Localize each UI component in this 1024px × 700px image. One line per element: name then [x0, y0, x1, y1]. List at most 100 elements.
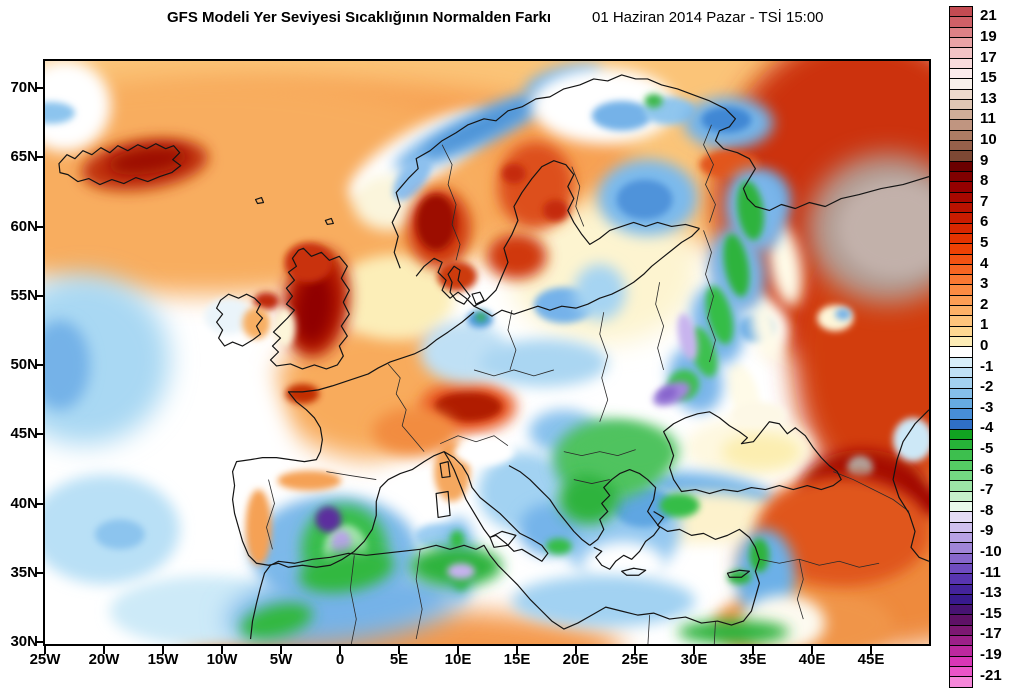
lon-tick-label: 0 — [335, 651, 345, 668]
lat-tick-label: 45N — [10, 425, 38, 443]
anomaly-blob — [331, 530, 352, 557]
lon-tick-label: 5W — [269, 651, 293, 668]
color-scale-tick-label: 8 — [980, 172, 989, 190]
lon-tick-mark — [44, 646, 46, 654]
color-scale-cell — [950, 419, 972, 430]
lon-tick-mark — [811, 646, 813, 654]
color-scale-cell — [950, 409, 972, 420]
color-scale-tick-label: -7 — [980, 481, 994, 499]
color-scale-cell — [950, 584, 972, 595]
color-scale-cell — [950, 440, 972, 451]
lon-tick-label: 45E — [857, 651, 885, 668]
lon-tick-label: 35E — [739, 651, 767, 668]
anomaly-blob — [372, 407, 457, 456]
anomaly-blob — [447, 563, 476, 580]
color-scale-cell — [950, 254, 972, 265]
color-scale-tick-label: -11 — [980, 563, 1001, 581]
lat-tick-mark — [35, 156, 43, 159]
lon-tick-label: 5E — [389, 651, 409, 668]
color-scale-tick-label: -13 — [980, 584, 1002, 602]
anomaly-blob — [487, 233, 547, 280]
color-scale-tick-label: 3 — [980, 275, 989, 293]
color-scale-cell — [950, 605, 972, 616]
lon-tick-label: 25W — [29, 651, 61, 668]
color-scale-cell — [950, 275, 972, 286]
color-scale-cell — [950, 677, 972, 687]
color-scale-cell — [950, 151, 972, 162]
anomaly-blob — [835, 308, 852, 321]
anomaly-blob — [454, 437, 514, 466]
color-scale-tick-label: -17 — [980, 625, 1002, 643]
color-scale-cell — [950, 481, 972, 492]
anomaly-blob — [701, 106, 752, 133]
map-plot — [43, 59, 931, 646]
color-scale-cell — [950, 295, 972, 307]
color-scale-cell — [950, 223, 972, 234]
color-scale-tick-label: 17 — [980, 48, 997, 66]
color-scale-cell — [950, 656, 972, 667]
anomaly-blob — [501, 163, 526, 184]
color-scale-cell — [950, 522, 972, 533]
color-scale-tick-label: -15 — [980, 604, 1002, 622]
lon-tick-label: 10E — [444, 651, 472, 668]
anomaly-blob — [588, 423, 679, 480]
anomaly-blob — [721, 433, 802, 470]
color-scale-tick-label: -21 — [980, 666, 1002, 684]
anomaly-blob — [545, 538, 572, 555]
color-scale-cell — [950, 264, 972, 276]
lon-tick-label: 20W — [88, 651, 120, 668]
lat-tick-mark — [35, 502, 43, 505]
anomaly-blob — [108, 146, 188, 175]
lon-tick-mark — [870, 646, 872, 654]
lon-tick-mark — [221, 646, 223, 654]
color-scale-cell — [950, 646, 972, 657]
color-scale-tick-label: 6 — [980, 213, 989, 231]
color-scale-cell — [950, 471, 972, 482]
color-scale-cell — [950, 502, 972, 513]
color-scale-cell — [950, 388, 972, 399]
lat-tick-mark — [35, 225, 43, 228]
color-scale-cell — [950, 213, 972, 224]
color-scale-cell — [950, 120, 972, 131]
color-scale-tick-label: -3 — [980, 398, 994, 416]
color-scale-cell — [950, 636, 972, 647]
color-scale-legend — [949, 6, 973, 688]
anomaly-blob — [294, 272, 334, 344]
color-scale-cell — [950, 512, 972, 523]
anomaly-blob — [94, 519, 145, 550]
color-scale-tick-label: -2 — [980, 378, 994, 396]
lat-tick-mark — [35, 433, 43, 436]
anomaly-blob — [434, 391, 502, 422]
anomaly-blob — [45, 101, 75, 124]
color-scale-cell — [950, 326, 972, 337]
lon-tick-label: 10W — [206, 651, 238, 668]
lon-tick-label: 40E — [798, 651, 826, 668]
color-scale-cell — [950, 89, 972, 100]
color-scale-tick-label: -5 — [980, 440, 994, 458]
color-scale-tick-label: -4 — [980, 419, 994, 437]
color-scale-tick-label: 5 — [980, 233, 989, 251]
color-scale-tick-label: -8 — [980, 501, 994, 519]
color-scale-cell — [950, 429, 972, 441]
color-scale-tick-label: 15 — [980, 69, 997, 87]
color-scale-tick-label: 13 — [980, 89, 997, 107]
lon-tick-label: 15E — [503, 651, 531, 668]
color-scale-cell — [950, 202, 972, 214]
lat-tick-label: 65N — [10, 148, 38, 166]
lon-tick-mark — [693, 646, 695, 654]
anomaly-blob — [450, 530, 465, 549]
color-scale-cell — [950, 37, 972, 49]
color-scale-tick-label: -9 — [980, 522, 994, 540]
anomaly-blob — [658, 387, 678, 401]
anomaly-blob — [755, 476, 929, 587]
lat-tick-label: 70N — [10, 79, 38, 96]
lon-tick-label: 25E — [621, 651, 649, 668]
anomaly-blob — [476, 313, 487, 322]
lat-tick-mark — [35, 294, 43, 297]
lon-tick-mark — [752, 646, 754, 654]
color-scale-cell — [950, 625, 972, 637]
lat-tick-label: 55N — [10, 286, 38, 304]
anomaly-blob — [768, 223, 803, 307]
color-scale-cell — [950, 285, 972, 296]
lon-tick-mark — [575, 646, 577, 654]
